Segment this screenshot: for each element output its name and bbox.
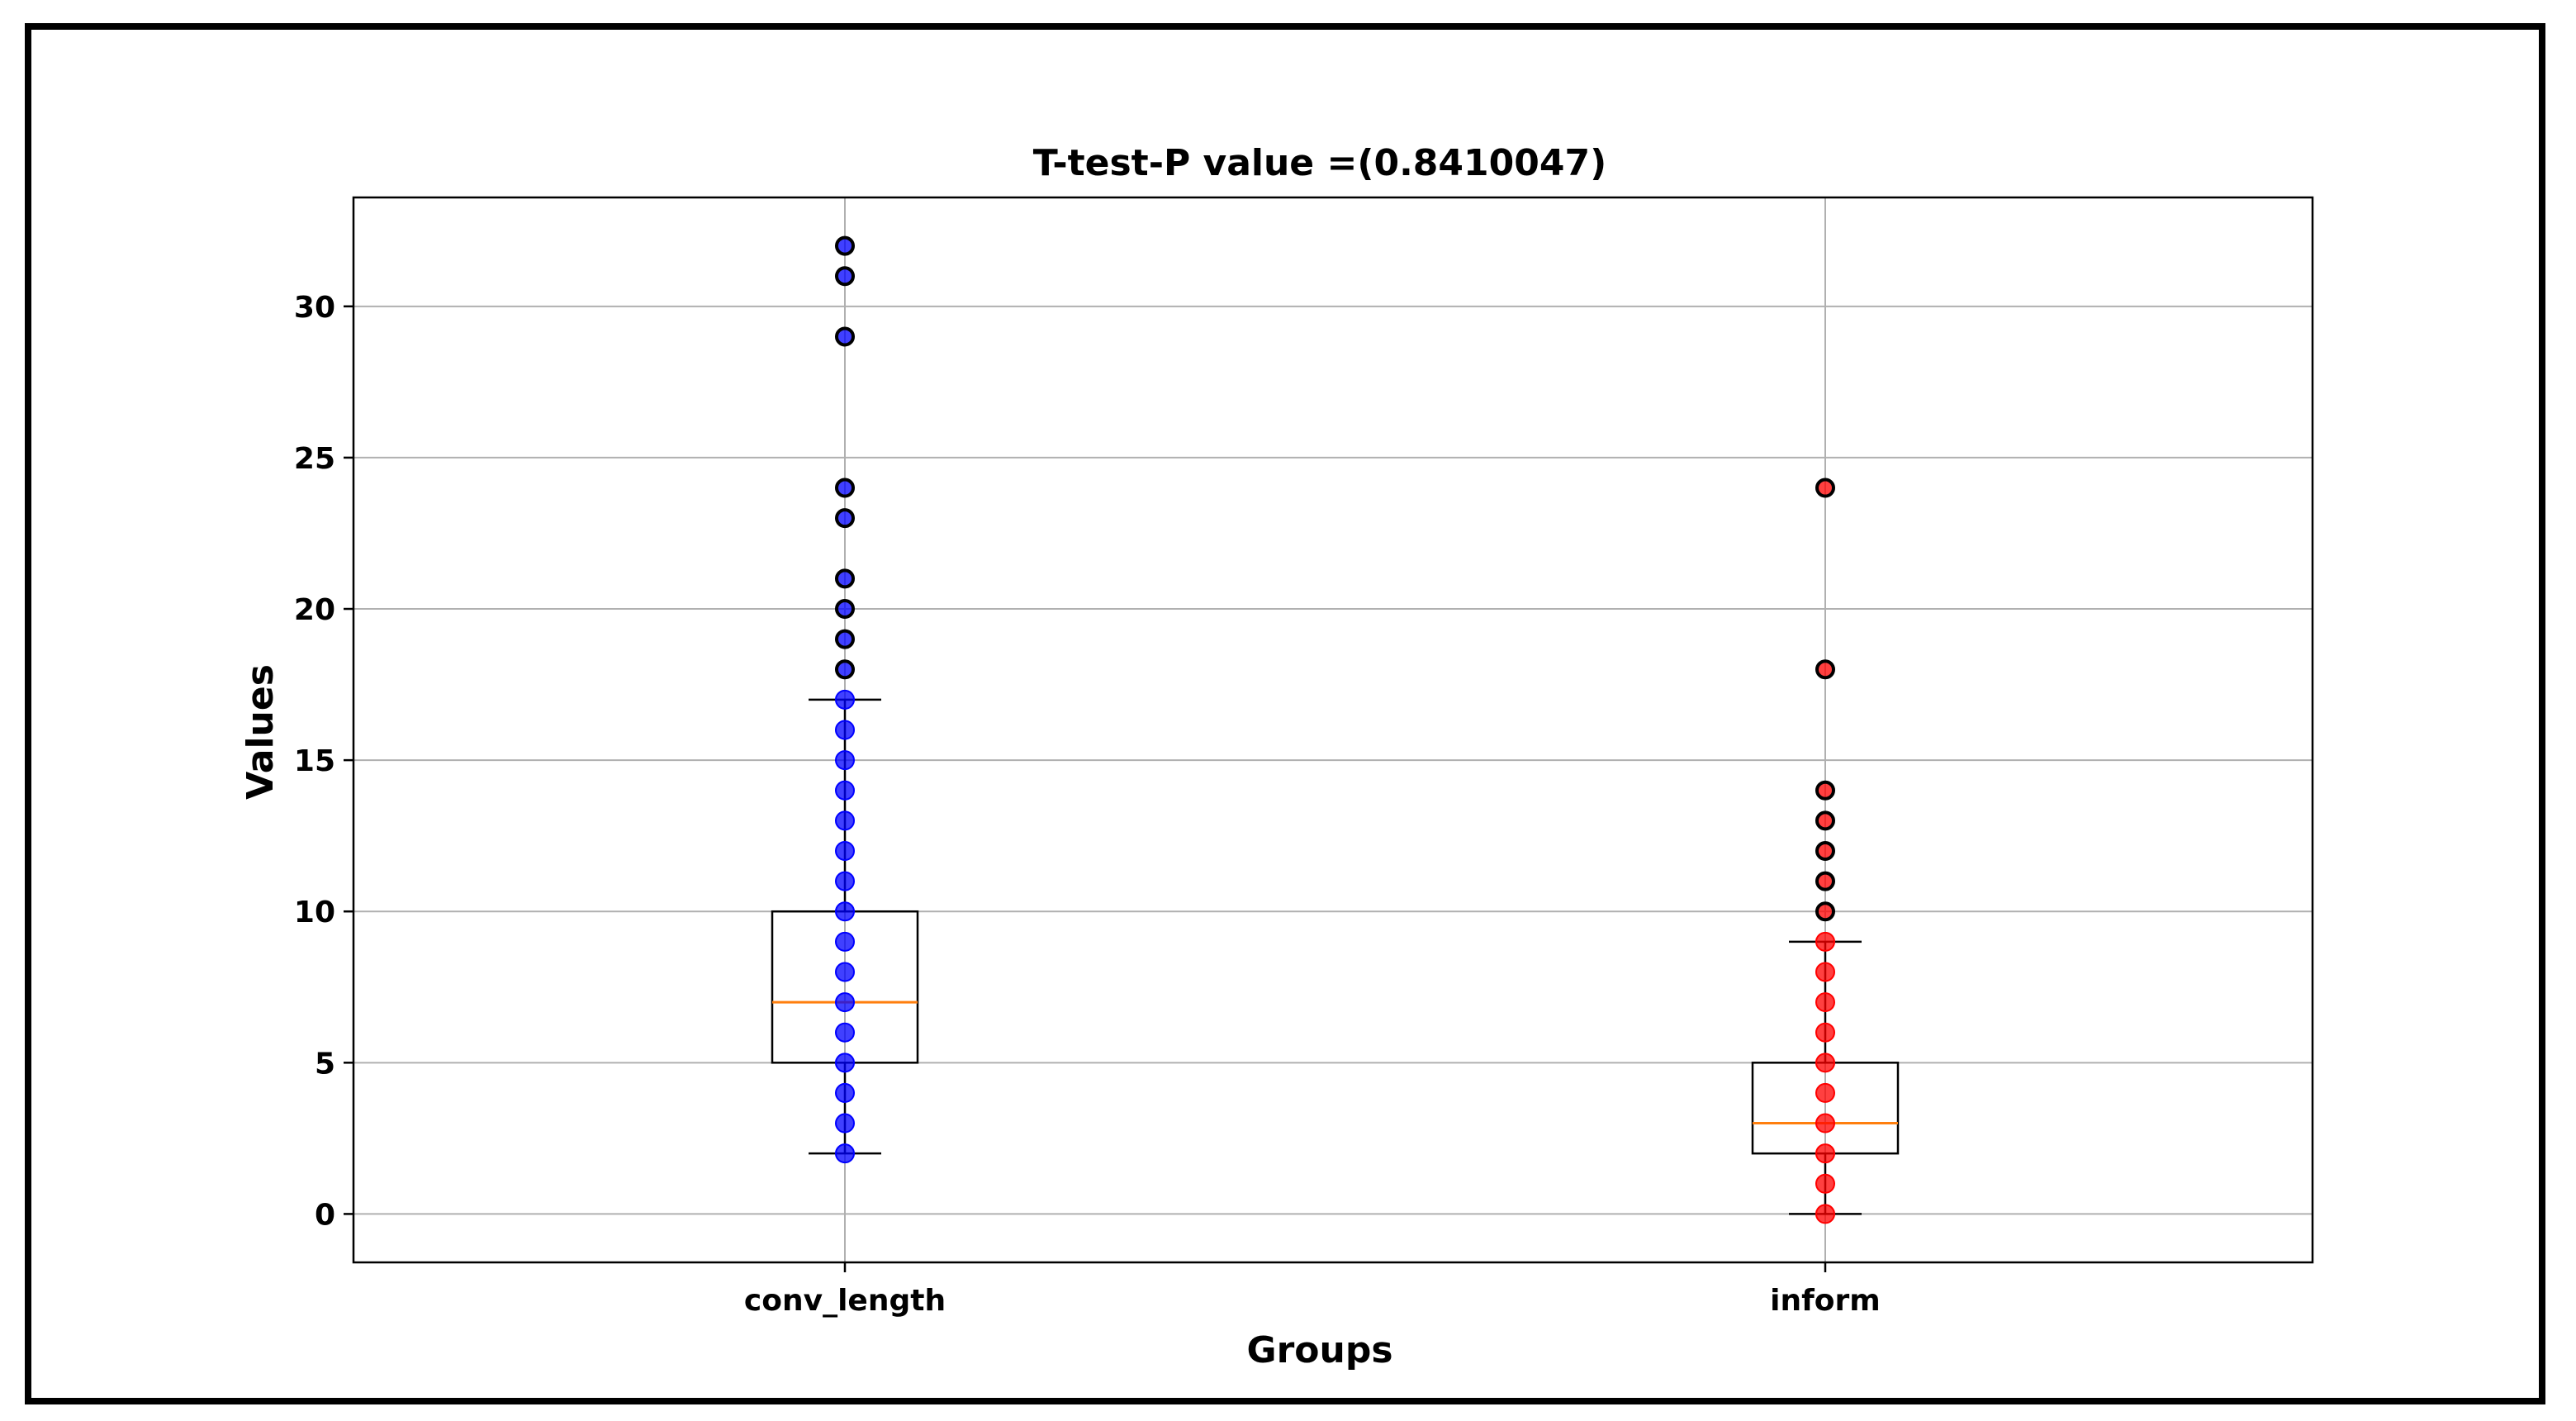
- outlier-point: [835, 599, 855, 620]
- data-point: [835, 871, 855, 891]
- outlier-point: [835, 326, 855, 347]
- data-point: [835, 750, 855, 771]
- data-point: [1815, 1082, 1835, 1103]
- data-point: [835, 1143, 855, 1164]
- data-point: [1815, 992, 1835, 1013]
- y-tick-label: 10: [294, 896, 335, 929]
- data-point: [835, 962, 855, 982]
- data-point: [835, 1082, 855, 1103]
- x-tick-label: conv_length: [744, 1284, 946, 1318]
- y-axis-label: Values: [240, 664, 282, 800]
- outlier-point: [835, 266, 855, 287]
- y-tick-label: 30: [294, 291, 335, 325]
- data-point: [1815, 1022, 1835, 1043]
- data-point: [835, 1053, 855, 1073]
- x-axis-label: Groups: [1246, 1329, 1392, 1371]
- data-point: [835, 689, 855, 710]
- data-point: [1815, 1173, 1835, 1194]
- data-point: [1815, 1053, 1835, 1073]
- data-point: [1815, 1113, 1835, 1133]
- outlier-point: [1815, 780, 1835, 801]
- y-axis-ticks: 0 5 10 15 20 25 30: [294, 291, 353, 1232]
- chart-title: T-test-P value =(0.8410047): [1033, 142, 1606, 184]
- y-tick-label: 25: [294, 442, 335, 476]
- data-points: [835, 235, 1835, 1224]
- data-point: [1815, 931, 1835, 952]
- outlier-point: [1815, 478, 1835, 498]
- data-point: [835, 810, 855, 831]
- data-point: [835, 1113, 855, 1133]
- outlier-point: [835, 235, 855, 256]
- outlier-point: [1815, 871, 1835, 891]
- box-group: [771, 698, 1900, 1215]
- data-point: [835, 780, 855, 801]
- data-point: [835, 992, 855, 1013]
- outlier-point: [835, 508, 855, 529]
- outlier-point: [835, 629, 855, 649]
- outlier-point: [1815, 659, 1835, 680]
- outlier-point: [835, 568, 855, 589]
- y-tick-label: 5: [315, 1047, 335, 1081]
- y-tick-label: 20: [294, 593, 335, 627]
- data-point: [1815, 1204, 1835, 1224]
- data-point: [835, 1022, 855, 1043]
- data-point: [835, 840, 855, 861]
- outlier-point: [1815, 840, 1835, 861]
- outlier-point: [835, 478, 855, 498]
- outlier-point: [1815, 810, 1835, 831]
- outlier-point: [835, 659, 855, 680]
- plot-area: [352, 196, 2314, 1264]
- data-point: [835, 720, 855, 740]
- outlier-point: [1815, 901, 1835, 922]
- x-axis-ticks: conv_length inform: [744, 1262, 1881, 1318]
- y-tick-label: 15: [294, 744, 335, 778]
- x-tick-label: inform: [1770, 1284, 1881, 1318]
- grid-lines: [353, 197, 2313, 1262]
- data-point: [1815, 1143, 1835, 1164]
- y-tick-label: 0: [315, 1198, 335, 1232]
- data-point: [1815, 962, 1835, 982]
- data-point: [835, 901, 855, 922]
- figure-frame: T-test-P value =(0.8410047) 0 5 10 15 20 25 30…: [25, 23, 2545, 1404]
- data-point: [835, 931, 855, 952]
- box-plot-chart: T-test-P value =(0.8410047) 0 5 10 15 20 25 30…: [240, 142, 2314, 1371]
